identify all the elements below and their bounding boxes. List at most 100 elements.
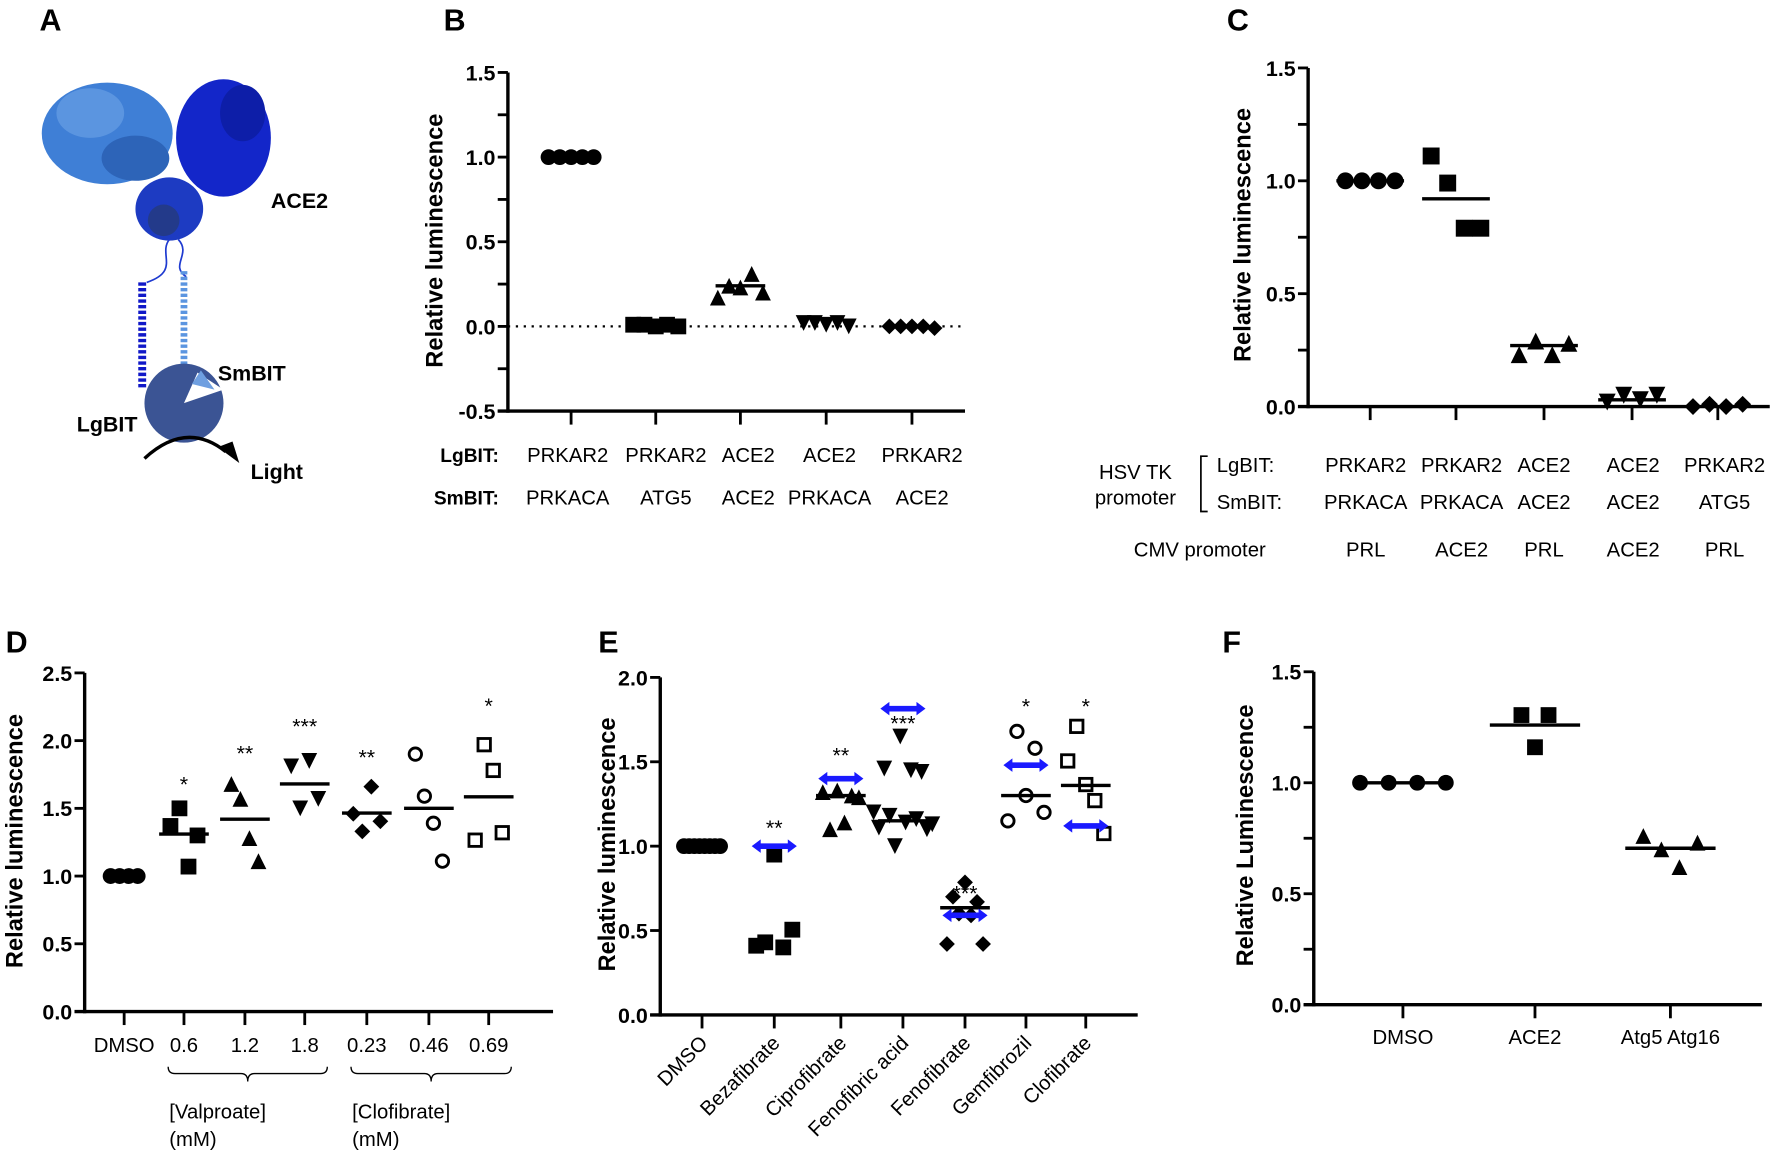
x-category-label: 0.23 <box>347 1035 387 1057</box>
x-category-label: DMSO <box>1372 1027 1433 1049</box>
data-group <box>676 838 728 855</box>
data-point-circle-open <box>434 853 451 869</box>
row-value: ACE2 <box>1517 492 1570 514</box>
y-axis-label: Relative luminescence <box>3 714 29 968</box>
significance-label: *** <box>292 714 317 738</box>
y-tick-label: 0.5 <box>42 933 72 957</box>
data-group <box>625 316 687 335</box>
y-tick-label: 0.0 <box>1272 994 1302 1018</box>
data-point-triangle <box>836 814 853 831</box>
row-value: ACE2 <box>896 488 949 510</box>
significance-label: * <box>180 773 188 797</box>
chart-panel-d: 0.0 0.5 1.0 1.5 2.0 2.5 Relative luminescence D… <box>3 662 554 1151</box>
row-value: PRKAR2 <box>1421 455 1502 477</box>
data-point-triangle-down <box>310 790 327 807</box>
data-point-circle <box>1437 774 1454 791</box>
data-point-diamond <box>926 320 943 337</box>
data-point-diamond <box>1734 395 1752 413</box>
data-point-square <box>757 934 774 951</box>
data-point-diamond <box>904 318 920 335</box>
panel-letter-d: D <box>6 626 28 660</box>
data-point-diamond <box>939 936 955 952</box>
y-axis-label: Relative luminescence <box>1231 108 1257 362</box>
x-category-label: 0.46 <box>409 1035 449 1057</box>
significance-label: ** <box>766 816 783 840</box>
row-value: ACE2 <box>1435 540 1488 562</box>
row-value: PRKAR2 <box>1325 455 1406 477</box>
data-point-triangle <box>814 784 831 801</box>
data-point-circle-open <box>407 746 423 762</box>
y-tick-label: 0.5 <box>1266 283 1296 307</box>
data-group <box>709 266 771 306</box>
data-point-triangle-down <box>881 807 898 824</box>
double-arrow-icon <box>818 771 864 786</box>
data-point-diamond <box>354 823 371 840</box>
data-group <box>1598 386 1666 411</box>
x-category-label: DMSO <box>654 1032 713 1091</box>
y-axis-label: Relative luminescence <box>595 717 621 971</box>
data-group: ** <box>814 743 867 838</box>
data-point-circle <box>585 149 602 166</box>
row-value: ACE2 <box>722 445 775 467</box>
row-label: LgBIT: <box>440 446 499 467</box>
data-point-circle-open <box>1000 813 1016 829</box>
y-tick-label: 1.0 <box>1266 170 1296 194</box>
y-tick-label: -0.5 <box>459 400 496 424</box>
data-point-diamond <box>892 318 909 335</box>
data-group <box>795 315 857 335</box>
data-point-diamond <box>1684 398 1702 416</box>
data-point-diamond <box>975 936 991 952</box>
data-group: ** <box>748 816 801 956</box>
category-group-label: [Valproate] <box>169 1102 266 1124</box>
panel-letter-e: E <box>598 626 618 660</box>
y-tick-label: 1.5 <box>1272 661 1302 685</box>
data-point-triangle-down <box>818 316 835 333</box>
x-category-label: 1.2 <box>231 1035 259 1057</box>
data-group: * <box>159 773 209 875</box>
double-arrow-icon <box>1003 758 1049 772</box>
data-point-diamond <box>969 893 985 910</box>
row-label: SmBIT: <box>434 489 499 510</box>
data-point-square <box>766 846 783 863</box>
data-group: * <box>1000 694 1052 829</box>
y-tick-label: 0.5 <box>466 231 496 255</box>
y-tick-label: 0.0 <box>466 315 496 339</box>
data-point-square-open <box>476 737 492 753</box>
data-point-triangle <box>822 821 838 838</box>
data-point-triangle <box>1510 346 1528 364</box>
data-group <box>540 149 602 166</box>
data-point-diamond <box>945 888 961 905</box>
row-value: ACE2 <box>1607 455 1660 477</box>
data-group <box>1625 828 1716 876</box>
data-point-triangle <box>743 266 760 282</box>
data-point-triangle-down <box>913 764 930 780</box>
row-value: PRKACA <box>1324 492 1408 514</box>
row-value: ACE2 <box>722 488 775 510</box>
chart-panel-b: -0.5 0.0 0.5 1.0 1.5 Relative luminescence LgB… <box>422 61 966 510</box>
data-point-square <box>1439 174 1457 192</box>
x-category-label: 1.8 <box>291 1035 319 1057</box>
data-group: *** <box>865 701 941 855</box>
significance-label: ** <box>833 743 850 767</box>
data-group: ** <box>341 746 392 840</box>
row-value: ACE2 <box>803 445 856 467</box>
row-value: ACE2 <box>1517 455 1570 477</box>
y-tick-label: 0.5 <box>618 919 648 943</box>
data-group: * <box>1060 694 1112 842</box>
data-point-circle <box>551 149 568 166</box>
data-point-triangle-down <box>806 315 823 331</box>
significance-label: ** <box>237 741 254 765</box>
lgbit-pie-icon <box>144 363 224 443</box>
data-point-diamond <box>915 318 932 335</box>
y-tick-label: 1.5 <box>618 751 648 775</box>
data-point-triangle-down <box>1598 393 1616 411</box>
data-point-square-open <box>467 832 483 848</box>
y-tick-label: 1.5 <box>1266 57 1296 81</box>
y-tick-label: 1.0 <box>466 146 496 170</box>
data-point-circle <box>1409 774 1426 791</box>
data-point-square-open <box>1069 718 1085 734</box>
ace2-label: ACE2 <box>271 189 328 213</box>
data-group <box>881 318 943 337</box>
significance-label: * <box>1082 694 1090 718</box>
data-point-diamond <box>957 874 973 891</box>
